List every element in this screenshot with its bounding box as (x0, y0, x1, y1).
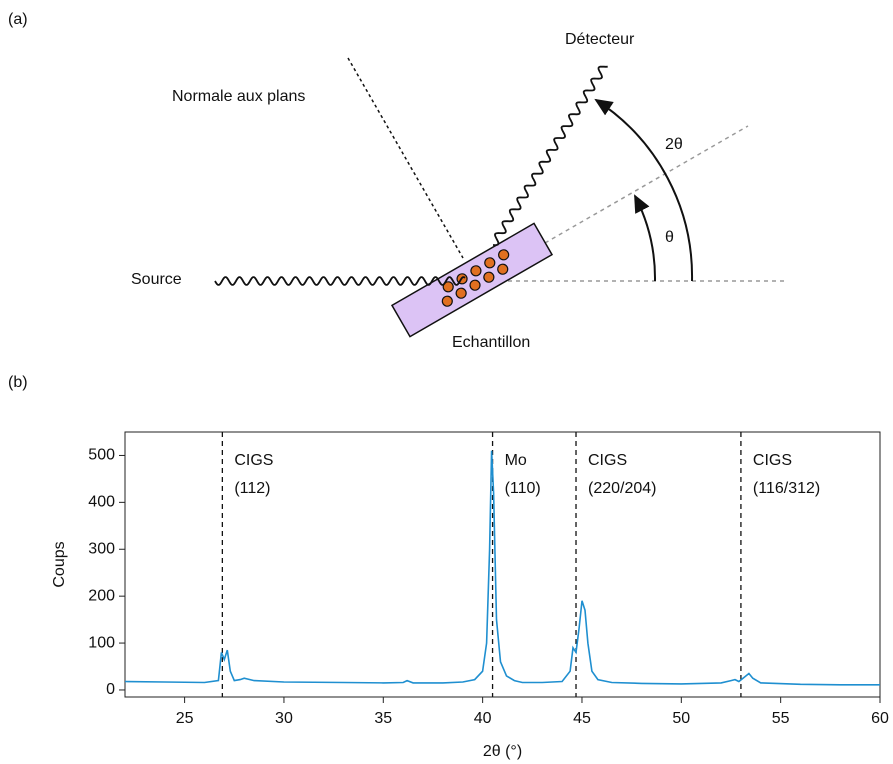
atom (498, 249, 510, 261)
atom (470, 265, 482, 277)
plane-line (544, 125, 749, 244)
y-tick-label: 300 (88, 540, 115, 557)
atom (441, 295, 453, 307)
arc-theta (634, 194, 657, 282)
label: θ (665, 229, 674, 246)
sample (390, 222, 554, 338)
plot-frame (124, 431, 881, 698)
annotation: (220/204) (588, 480, 657, 497)
detector-ray (492, 65, 608, 247)
x-tick-label: 55 (772, 710, 790, 727)
label: Echantillon (452, 334, 530, 351)
y-tick-label: 400 (88, 494, 115, 511)
panel-label: (b) (8, 374, 28, 391)
y-tick-label: 500 (88, 447, 115, 464)
x-tick-label: 25 (176, 710, 194, 727)
y-axis-label: Coups (51, 541, 68, 587)
annotation: (116/312) (753, 480, 820, 497)
x-tick-label: 30 (275, 710, 293, 727)
x-axis-label: 2θ (°) (483, 743, 522, 760)
chart: (b) 25 30 35 40 45 50 55 60 0 100 200 300 400 500 2θ (°… (8, 374, 889, 760)
annotation: CIGS (753, 452, 792, 469)
atom (455, 287, 467, 299)
normal-line (347, 57, 464, 259)
label: 2θ (665, 136, 683, 153)
annotation: CIGS (588, 452, 627, 469)
annotation: CIGS (234, 452, 273, 469)
arc-2theta (594, 98, 694, 282)
panel-label: (a) (8, 11, 28, 28)
atom (497, 263, 509, 275)
atom (484, 257, 496, 269)
atom (483, 271, 495, 283)
data-line (124, 450, 880, 686)
x-tick-label: 40 (474, 710, 492, 727)
annotation: (110) (505, 480, 541, 497)
atom (469, 279, 481, 291)
x-tick-label: 35 (374, 710, 392, 727)
annotation: (112) (234, 480, 270, 497)
y-tick-label: 100 (88, 634, 115, 651)
diagram: (a) Détecteur Normale aux plans 2θ θ Sou… (8, 11, 785, 351)
annotation: Mo (505, 452, 527, 469)
label: Détecteur (565, 31, 635, 48)
x-tick-label: 60 (871, 710, 889, 727)
label: Normale aux plans (172, 88, 305, 105)
x-tick-label: 45 (573, 710, 591, 727)
y-tick-label: 0 (106, 681, 115, 698)
x-tick-label: 50 (672, 710, 690, 727)
y-tick-label: 200 (88, 587, 115, 604)
label: Source (131, 271, 182, 288)
source-ray (214, 276, 466, 286)
